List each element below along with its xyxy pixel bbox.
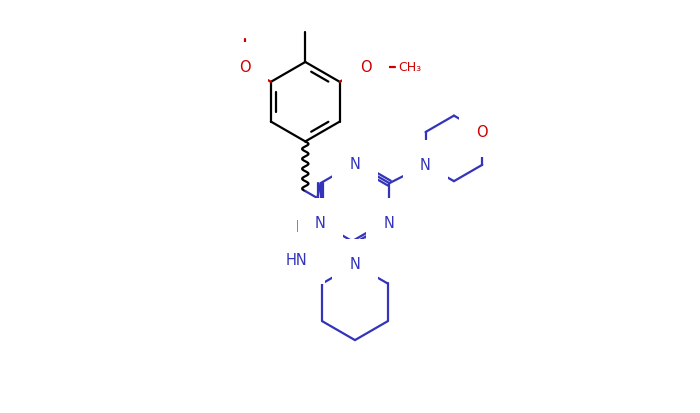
Text: O: O xyxy=(477,125,488,140)
Text: O: O xyxy=(360,60,371,75)
Text: N: N xyxy=(349,157,360,171)
Text: O: O xyxy=(239,60,251,75)
Text: N: N xyxy=(315,216,326,231)
Text: N: N xyxy=(384,216,395,231)
Text: N: N xyxy=(349,256,360,271)
Text: CH₃: CH₃ xyxy=(398,61,421,74)
Text: HN: HN xyxy=(286,252,307,267)
Text: N: N xyxy=(295,219,306,234)
Text: N: N xyxy=(420,158,431,173)
